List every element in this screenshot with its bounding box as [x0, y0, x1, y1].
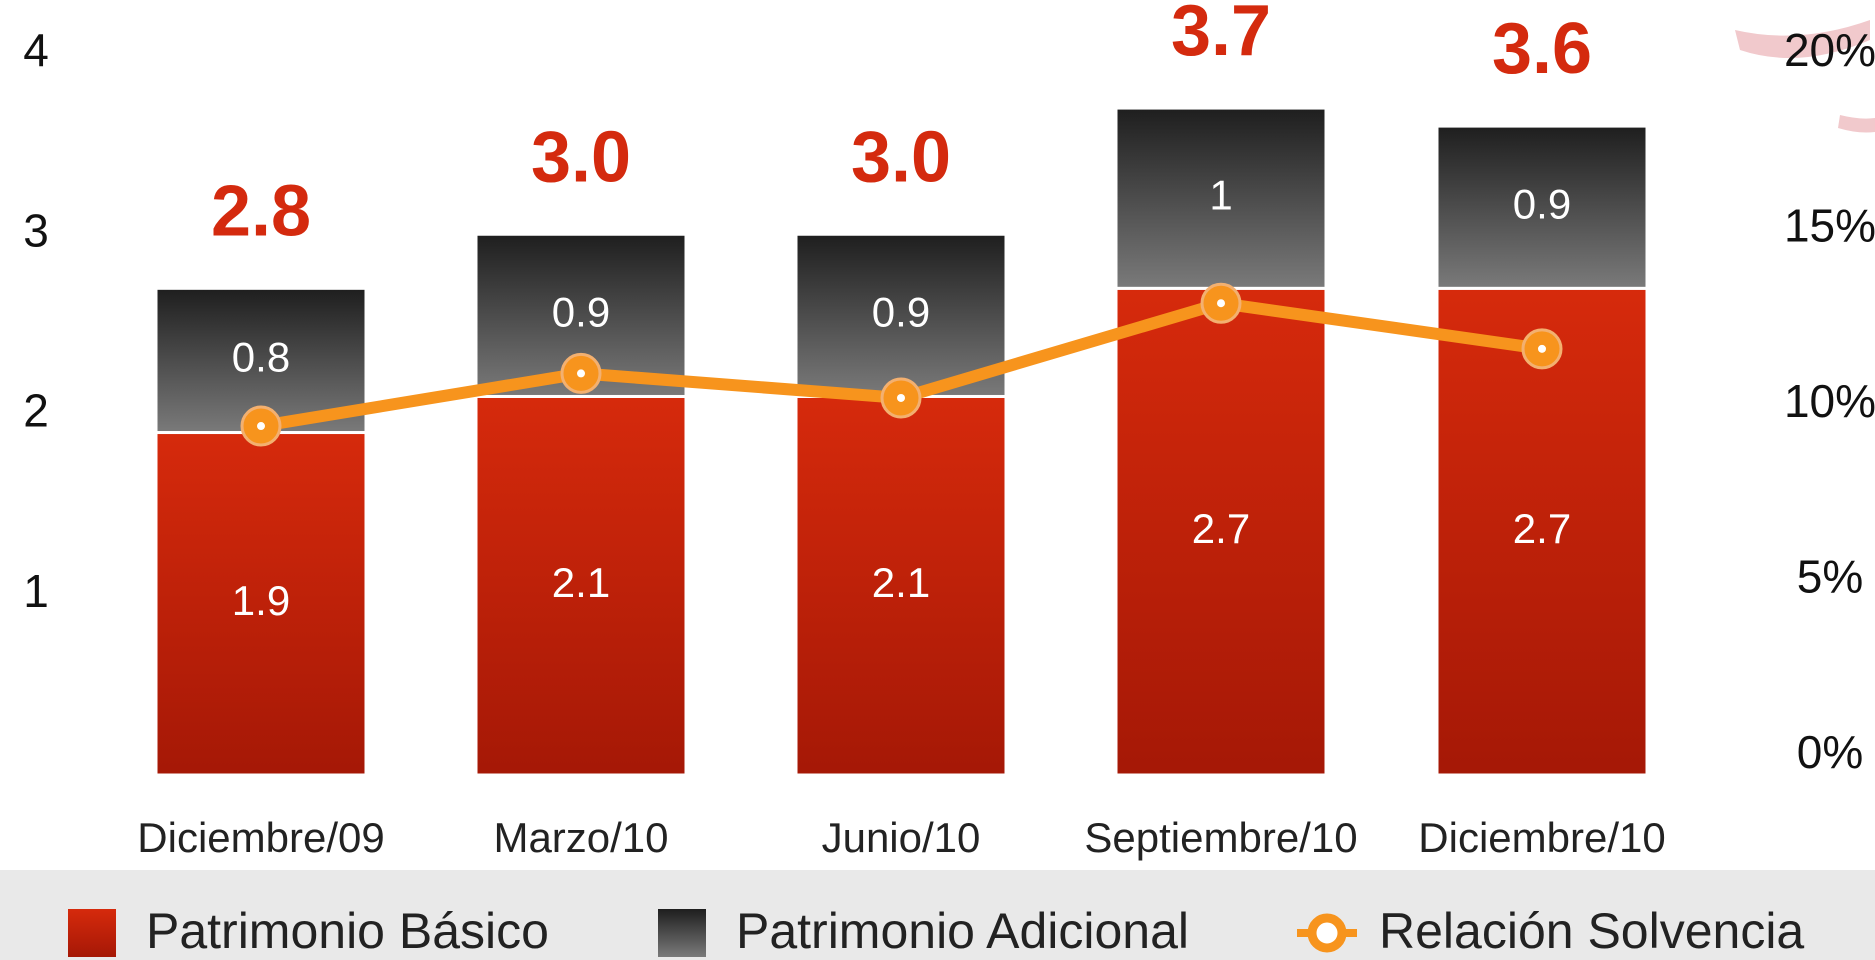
x-tick-label: Diciembre/09: [137, 814, 384, 861]
legend-swatch: [68, 909, 116, 957]
marker-dot: [897, 394, 905, 402]
segment-label: 0.9: [872, 288, 930, 335]
segment-label: 1.9: [232, 577, 290, 624]
marker-dot: [1217, 299, 1225, 307]
segment-label: 2.1: [552, 559, 610, 606]
segment-label: 0.8: [232, 334, 290, 381]
marker-dot: [1538, 345, 1546, 353]
total-label: 3.6: [1492, 9, 1592, 89]
segment-label: 0.9: [552, 288, 610, 335]
legend-label: Patrimonio Básico: [146, 903, 549, 959]
chart: 1 2 3 4 0% 5% 10% 15% 20% 1.9 0.8 2.8 Diciembre/09 2.…: [0, 0, 1875, 960]
x-tick-label: Septiembre/10: [1084, 814, 1357, 861]
x-tick-label: Diciembre/10: [1418, 814, 1665, 861]
y2-tick-label: 15%: [1784, 200, 1875, 252]
total-label: 3.7: [1171, 0, 1271, 71]
y-tick-label: 3: [23, 204, 49, 256]
segment-label: 2.7: [1192, 505, 1250, 552]
decoration: [1838, 115, 1875, 133]
y2-tick-label: 20%: [1784, 24, 1875, 76]
total-label: 3.0: [531, 117, 631, 197]
y2-tick-label: 0%: [1797, 726, 1863, 778]
segment-label: 2.7: [1513, 505, 1571, 552]
legend-swatch: [658, 909, 706, 957]
x-tick-label: Junio/10: [822, 814, 981, 861]
page: {"chart_data": { "type": "bar", "categor…: [0, 0, 1875, 960]
marker-dot: [257, 422, 265, 430]
segment-label: 0.9: [1513, 180, 1571, 227]
legend-label: Relación Solvencia: [1379, 903, 1804, 959]
segment-label: 2.1: [872, 559, 930, 606]
y-tick-label: 4: [23, 24, 49, 76]
total-label: 2.8: [211, 171, 311, 251]
segment-label: 1: [1209, 171, 1232, 218]
y-tick-label: 2: [23, 385, 49, 437]
marker-dot: [577, 369, 585, 377]
x-tick-label: Marzo/10: [493, 814, 668, 861]
total-label: 3.0: [851, 117, 951, 197]
legend-swatch: [1312, 918, 1342, 948]
y-tick-label: 1: [23, 565, 49, 617]
y2-tick-label: 10%: [1784, 375, 1875, 427]
legend-label: Patrimonio Adicional: [736, 903, 1189, 959]
y2-tick-label: 5%: [1797, 551, 1863, 603]
